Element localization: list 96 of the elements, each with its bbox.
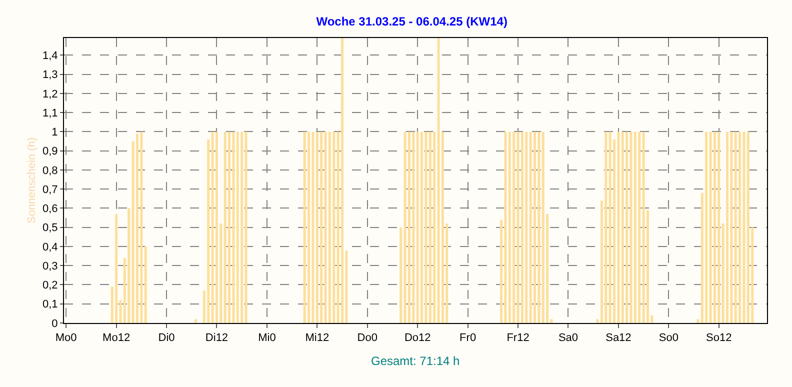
bar bbox=[224, 132, 226, 323]
bar bbox=[709, 132, 712, 323]
bar bbox=[642, 132, 645, 323]
y-tick-label: 1 bbox=[52, 126, 58, 139]
bar bbox=[328, 132, 331, 323]
x-tick-label: Sa0 bbox=[558, 332, 578, 344]
bar bbox=[621, 132, 624, 323]
bar bbox=[303, 132, 306, 323]
bar bbox=[320, 132, 323, 323]
y-tick-label: 0,1 bbox=[42, 298, 58, 311]
bar bbox=[236, 132, 239, 323]
y-tick-label: 0,8 bbox=[42, 164, 58, 177]
x-tick-label: Fr0 bbox=[460, 332, 476, 344]
bar bbox=[738, 132, 742, 323]
bar bbox=[128, 208, 130, 323]
bar bbox=[437, 38, 440, 323]
bar bbox=[604, 132, 608, 323]
bar bbox=[316, 132, 318, 323]
bar bbox=[742, 132, 746, 323]
y-tick-label: 1,1 bbox=[42, 107, 58, 120]
chart-title: Woche 31.03.25 - 06.04.25 (KW14) bbox=[316, 14, 508, 28]
bar bbox=[534, 132, 536, 323]
bar bbox=[404, 132, 406, 323]
bar bbox=[136, 134, 138, 323]
bar bbox=[428, 132, 432, 323]
bar bbox=[240, 132, 244, 323]
bar bbox=[324, 132, 327, 323]
bar bbox=[194, 319, 198, 323]
bar bbox=[520, 132, 524, 323]
bar bbox=[538, 132, 540, 323]
bar bbox=[617, 132, 620, 323]
y-tick-label: 0,6 bbox=[42, 203, 58, 216]
bar bbox=[734, 132, 737, 323]
bar bbox=[400, 227, 402, 323]
y-tick-label: 0,4 bbox=[42, 241, 58, 254]
bar bbox=[696, 319, 700, 323]
bar bbox=[608, 132, 612, 323]
y-tick-label: 1,3 bbox=[42, 69, 58, 82]
y-tick-label: 1,4 bbox=[42, 50, 58, 62]
y-tick-label: 0,5 bbox=[42, 222, 58, 234]
x-tick-label: Fr12 bbox=[506, 332, 530, 344]
x-tick-label: So0 bbox=[658, 332, 678, 344]
x-tick-label: Mi0 bbox=[258, 332, 276, 344]
bar bbox=[420, 132, 424, 323]
y-tick-label: 1,2 bbox=[42, 88, 58, 100]
x-tick-label: Mo12 bbox=[102, 332, 130, 344]
y-axis-title: Sonnenschein (h) bbox=[26, 137, 38, 224]
bar bbox=[140, 132, 143, 323]
bar bbox=[244, 132, 248, 323]
bar bbox=[207, 139, 210, 323]
y-tick-label: 0,9 bbox=[42, 146, 58, 158]
bar bbox=[341, 38, 344, 323]
y-tick-label: 0,3 bbox=[42, 260, 58, 272]
bar bbox=[730, 132, 733, 323]
bar bbox=[412, 132, 415, 323]
x-tick-label: Do12 bbox=[404, 332, 431, 344]
bar bbox=[312, 132, 314, 323]
bar bbox=[705, 132, 708, 323]
bar bbox=[504, 132, 507, 323]
bar bbox=[232, 132, 235, 323]
y-tick-label: 0 bbox=[52, 318, 58, 330]
bar bbox=[424, 132, 428, 323]
bar bbox=[718, 132, 720, 323]
x-tick-label: Mi12 bbox=[305, 332, 330, 344]
y-tick-label: 0,7 bbox=[42, 184, 58, 196]
bar bbox=[512, 132, 516, 323]
bar bbox=[416, 132, 419, 323]
bar bbox=[115, 214, 118, 323]
bar bbox=[308, 132, 310, 323]
bar bbox=[508, 132, 511, 323]
x-tick-label: Di0 bbox=[158, 332, 175, 344]
bar bbox=[626, 132, 628, 323]
bar bbox=[525, 132, 528, 323]
bar bbox=[215, 132, 218, 323]
bar bbox=[332, 132, 336, 323]
bar bbox=[144, 246, 147, 323]
bar bbox=[433, 132, 436, 323]
bar bbox=[542, 132, 544, 323]
bar bbox=[726, 132, 728, 323]
bar bbox=[516, 132, 520, 323]
bar bbox=[529, 132, 532, 323]
x-tick-label: Sa12 bbox=[606, 332, 632, 344]
bar bbox=[638, 132, 641, 323]
bar bbox=[211, 132, 214, 323]
bar bbox=[746, 132, 750, 323]
bar bbox=[228, 132, 231, 323]
y-tick-label: 0,2 bbox=[42, 280, 58, 292]
bar bbox=[630, 132, 632, 323]
x-tick-label: Di12 bbox=[205, 332, 228, 344]
bar bbox=[634, 132, 636, 323]
bar bbox=[408, 132, 410, 323]
x-tick-label: Do0 bbox=[357, 332, 378, 344]
text: Gesamt: 71:14 h bbox=[371, 354, 460, 368]
x-tick-label: Mo0 bbox=[55, 332, 77, 344]
bar bbox=[713, 132, 716, 323]
x-tick-label: So12 bbox=[706, 332, 732, 344]
